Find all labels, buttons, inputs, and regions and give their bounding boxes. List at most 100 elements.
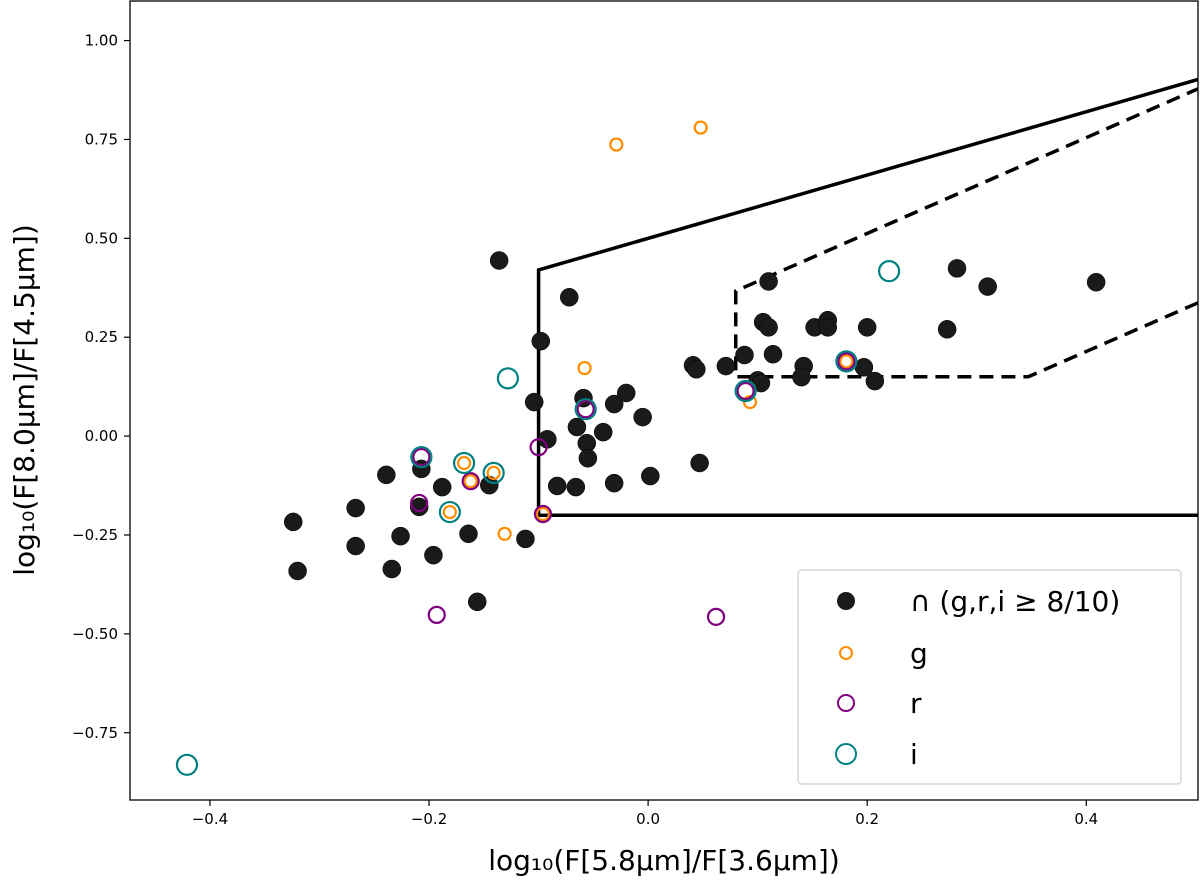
point-intersection	[641, 466, 660, 486]
point-intersection	[763, 344, 783, 364]
point-intersection	[604, 394, 624, 414]
point-r	[576, 400, 595, 419]
point-i	[438, 500, 461, 524]
point-intersection	[604, 473, 624, 493]
point-intersection	[346, 536, 365, 556]
point-i	[878, 260, 901, 283]
point-intersection	[567, 417, 587, 437]
point-g	[456, 455, 472, 471]
series-intersection	[283, 251, 1106, 612]
region-solid-boundary	[536, 77, 1199, 517]
point-intersection	[865, 371, 885, 391]
point-i	[496, 367, 520, 390]
point-r	[410, 493, 429, 513]
point-intersection	[1086, 272, 1106, 292]
point-intersection	[978, 277, 997, 296]
y-tick-label: 0.00	[85, 427, 118, 445]
point-intersection	[735, 345, 754, 365]
point-intersection	[459, 524, 478, 544]
point-g	[742, 394, 758, 410]
data-points	[175, 120, 1106, 776]
point-g	[609, 137, 624, 152]
x-axis-label: log₁₀(F[5.8μm]/F[3.6μm])	[488, 844, 840, 877]
point-intersection	[391, 526, 410, 546]
y-axis-label: log₁₀(F[8.0μm]/F[4.5μm])	[8, 224, 41, 576]
y-tick-label: −0.75	[72, 724, 118, 742]
point-intersection	[687, 360, 706, 379]
legend-marker-intersection	[837, 592, 855, 610]
point-r	[837, 352, 856, 371]
point-i	[482, 461, 505, 484]
point-intersection	[409, 497, 429, 517]
x-tick-label: −0.4	[192, 810, 228, 828]
point-intersection	[547, 476, 567, 496]
point-r	[736, 381, 755, 401]
point-intersection	[792, 367, 811, 387]
point-intersection	[578, 448, 598, 468]
point-intersection	[759, 318, 778, 337]
plot-frame	[129, 0, 1199, 801]
y-tick-label: 0.50	[85, 229, 118, 247]
point-intersection	[559, 288, 579, 307]
point-intersection	[937, 320, 957, 339]
series-g	[442, 120, 854, 541]
y-tick-label: −0.25	[72, 526, 118, 544]
series-r	[410, 352, 856, 626]
point-intersection	[346, 498, 365, 518]
legend-label-r: r	[910, 687, 922, 720]
point-g	[535, 506, 551, 522]
legend-marker-r	[837, 694, 855, 712]
point-intersection	[759, 272, 778, 291]
point-i	[574, 398, 597, 421]
y-ticks: 1.00 0.75 0.50 0.25 0.00 −0.25 −0.50 −0.75	[72, 32, 130, 742]
selection-regions	[536, 77, 1199, 517]
y-tick-label: 0.75	[85, 130, 118, 148]
point-g	[442, 504, 457, 520]
region-dashed-boundary	[733, 87, 1199, 379]
point-intersection	[283, 512, 303, 532]
y-tick-label: −0.50	[72, 625, 118, 643]
point-intersection	[857, 318, 877, 337]
point-r	[461, 472, 480, 491]
legend-label-i: i	[910, 738, 918, 771]
y-tick-label: 0.25	[85, 328, 118, 346]
point-intersection	[531, 331, 551, 351]
point-intersection	[633, 407, 652, 427]
point-r	[706, 607, 726, 626]
x-tick-label: 0.0	[636, 810, 660, 828]
point-intersection	[382, 559, 402, 579]
x-tick-label: 0.2	[855, 810, 879, 828]
point-intersection	[489, 251, 509, 270]
point-i	[175, 753, 199, 776]
legend-label-g: g	[910, 637, 928, 670]
point-intersection	[524, 392, 544, 412]
point-intersection	[432, 477, 452, 497]
x-tick-label: 0.4	[1074, 810, 1098, 828]
point-intersection	[566, 477, 586, 497]
point-intersection	[593, 422, 613, 442]
legend-label-intersection: ∩ (g,r,i ≥ 8/10)	[910, 585, 1120, 618]
point-i	[734, 379, 757, 403]
y-tick-label: 1.00	[85, 32, 118, 50]
legend: ∩ (g,r,i ≥ 8/10) g r i	[797, 569, 1182, 785]
point-i	[452, 451, 476, 475]
point-intersection	[516, 529, 535, 549]
point-g	[463, 474, 478, 489]
point-intersection	[288, 561, 307, 581]
point-intersection	[377, 465, 396, 485]
point-r	[529, 438, 548, 457]
point-intersection	[690, 453, 709, 473]
point-g	[486, 465, 501, 480]
series-i	[175, 260, 901, 776]
x-tick-label: −0.2	[411, 810, 447, 828]
point-i	[410, 445, 433, 469]
point-g	[693, 120, 708, 135]
point-i	[835, 350, 858, 373]
point-intersection	[424, 545, 443, 565]
point-r	[412, 447, 431, 467]
legend-marker-i	[835, 743, 857, 765]
x-ticks: −0.4 −0.2 0.0 0.2 0.4	[192, 800, 1098, 828]
point-intersection	[818, 318, 838, 337]
point-g	[577, 360, 592, 376]
